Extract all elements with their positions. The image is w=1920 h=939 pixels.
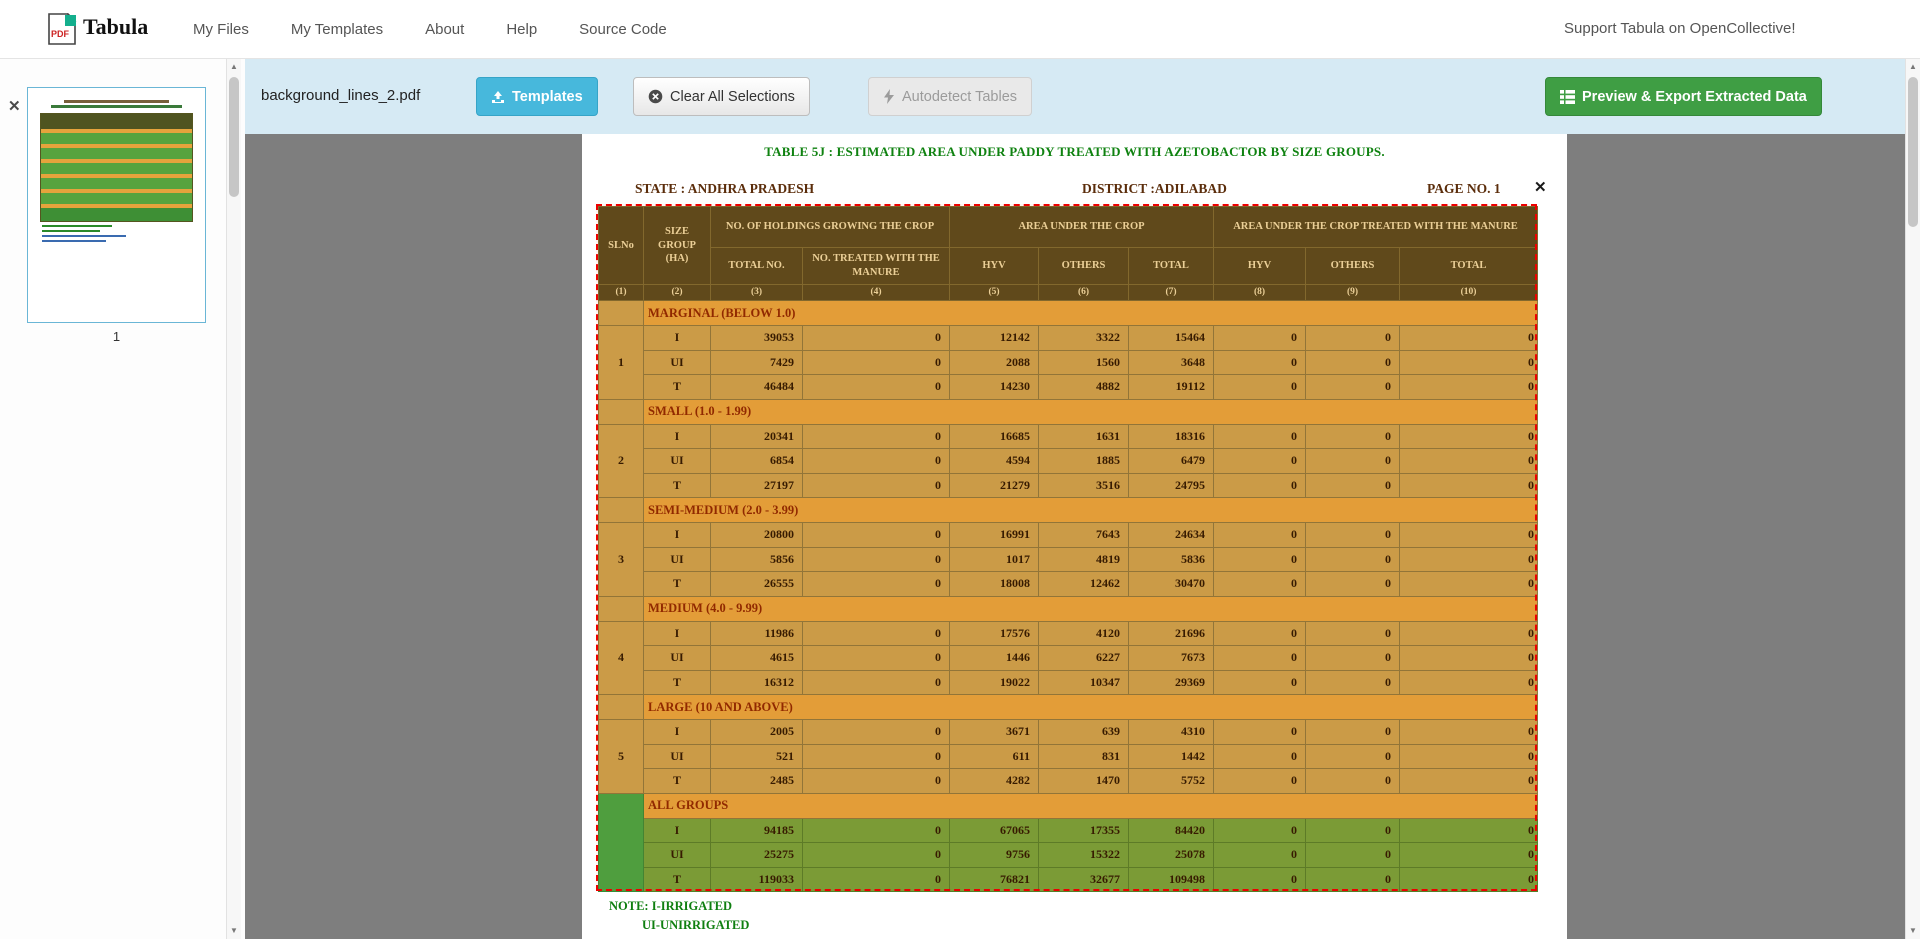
templates-button[interactable]: Templates xyxy=(476,77,598,116)
thumbnail-table-preview xyxy=(40,100,193,242)
clear-all-selections-label: Clear All Selections xyxy=(670,89,795,105)
nav-source-code[interactable]: Source Code xyxy=(579,21,667,38)
document-area: TABLE 5J : ESTIMATED AREA UNDER PADDY TR… xyxy=(245,134,1905,939)
autodetect-tables-button: Autodetect Tables xyxy=(868,77,1032,116)
pdf-page[interactable]: TABLE 5J : ESTIMATED AREA UNDER PADDY TR… xyxy=(582,134,1567,939)
page-thumbnail[interactable] xyxy=(27,87,206,323)
remove-file-icon[interactable]: ✕ xyxy=(8,97,21,115)
clear-all-selections-button[interactable]: Clear All Selections xyxy=(633,77,810,116)
table-list-icon xyxy=(1560,90,1575,104)
tabula-pdf-logo-icon: PDF xyxy=(47,13,77,45)
nav-links: My Files My Templates About Help Source … xyxy=(193,0,667,59)
tabula-app: PDF Tabula My Files My Templates About H… xyxy=(0,0,1920,939)
remove-selection-icon[interactable]: ✕ xyxy=(1534,178,1547,196)
preview-export-label: Preview & Export Extracted Data xyxy=(1582,89,1807,105)
pdf-district-line: DISTRICT :ADILABAD xyxy=(1082,181,1227,197)
toolbar: background_lines_2.pdf Templates Clear A… xyxy=(245,59,1905,134)
flash-icon xyxy=(883,89,895,104)
nav-about[interactable]: About xyxy=(425,21,464,38)
sidebar-scrollbar[interactable]: ▲ ▼ xyxy=(226,59,241,939)
svg-text:PDF: PDF xyxy=(51,29,70,39)
selection-box[interactable] xyxy=(596,204,1537,891)
app-title: Tabula xyxy=(83,14,148,40)
support-link[interactable]: Support Tabula on OpenCollective! xyxy=(1564,20,1796,37)
main-scrollbar[interactable]: ▲ ▼ xyxy=(1905,59,1920,939)
current-filename: background_lines_2.pdf xyxy=(261,87,420,104)
scroll-up-icon[interactable]: ▲ xyxy=(227,59,241,75)
nav-help[interactable]: Help xyxy=(506,21,537,38)
remove-circle-icon xyxy=(648,89,663,104)
pdf-table-title: TABLE 5J : ESTIMATED AREA UNDER PADDY TR… xyxy=(582,144,1567,160)
pdf-state-line: STATE : ANDHRA PRADESH xyxy=(635,181,814,197)
templates-button-label: Templates xyxy=(512,89,583,105)
page-sidebar: ✕ 1 xyxy=(0,59,245,939)
scroll-down-icon[interactable]: ▼ xyxy=(1906,923,1920,939)
pdf-note-line-1: NOTE: I-IRRIGATED xyxy=(609,899,732,914)
thumbnail-page-number: 1 xyxy=(27,329,206,344)
autodetect-tables-label: Autodetect Tables xyxy=(902,89,1017,105)
nav-my-templates[interactable]: My Templates xyxy=(291,21,383,38)
sidebar-scrollbar-thumb[interactable] xyxy=(229,77,239,197)
main-scrollbar-thumb[interactable] xyxy=(1908,77,1918,227)
scroll-up-icon[interactable]: ▲ xyxy=(1906,59,1920,75)
pdf-page-number-line: PAGE NO. 1 xyxy=(1427,181,1501,197)
nav-my-files[interactable]: My Files xyxy=(193,21,249,38)
upload-icon xyxy=(491,90,505,104)
scroll-down-icon[interactable]: ▼ xyxy=(227,923,241,939)
preview-export-button[interactable]: Preview & Export Extracted Data xyxy=(1545,77,1822,116)
pdf-note-line-2: UI-UNIRRIGATED xyxy=(642,918,749,933)
top-navbar: PDF Tabula My Files My Templates About H… xyxy=(0,0,1920,59)
